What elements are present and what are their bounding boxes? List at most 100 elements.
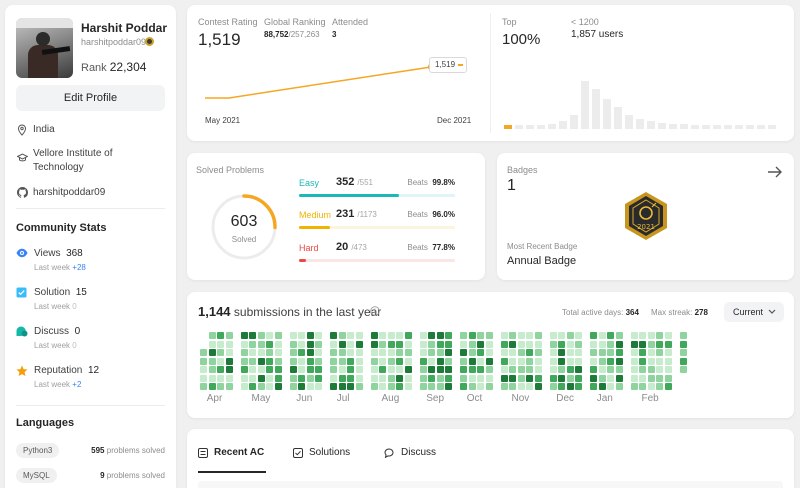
heatmap-cell[interactable]: [217, 349, 224, 356]
rating-histogram[interactable]: [504, 77, 779, 129]
heatmap-cell[interactable]: [249, 366, 256, 373]
heatmap-cell[interactable]: [558, 357, 565, 365]
heatmap-cell[interactable]: [526, 349, 533, 356]
heatmap-cell[interactable]: [468, 366, 476, 373]
heatmap-cell[interactable]: [330, 340, 337, 348]
heatmap-cell[interactable]: [315, 340, 322, 348]
heatmap-cell[interactable]: [460, 366, 467, 373]
heatmap-cell[interactable]: [485, 340, 493, 348]
avatar[interactable]: [16, 18, 73, 78]
heatmap-cell[interactable]: [355, 340, 363, 348]
heatmap-cell[interactable]: [274, 357, 282, 365]
heatmap-cell[interactable]: [647, 357, 655, 365]
heatmap-cell[interactable]: [615, 349, 623, 356]
heatmap-cell[interactable]: [639, 340, 646, 348]
heatmap-cell[interactable]: [289, 332, 297, 339]
heatmap-cell[interactable]: [664, 374, 672, 382]
heatmap-cell[interactable]: [419, 383, 427, 390]
heatmap-cell[interactable]: [289, 349, 297, 356]
period-select[interactable]: Current: [724, 302, 784, 322]
heatmap-cell[interactable]: [656, 332, 663, 339]
heatmap-cell[interactable]: [404, 366, 412, 373]
heatmap-cell[interactable]: [517, 366, 525, 373]
heatmap-cell[interactable]: [436, 340, 444, 348]
heatmap-cell[interactable]: [298, 340, 305, 348]
heatmap-cell[interactable]: [274, 383, 282, 390]
heatmap-cell[interactable]: [630, 383, 638, 390]
heatmap-cell[interactable]: [396, 349, 403, 356]
heatmap-cell[interactable]: [566, 357, 574, 365]
heatmap-cell[interactable]: [509, 366, 516, 373]
heatmap-cell[interactable]: [436, 332, 444, 339]
heatmap-cell[interactable]: [607, 366, 614, 373]
heatmap-cell[interactable]: [225, 357, 233, 365]
heatmap-cell[interactable]: [436, 357, 444, 365]
heatmap-cell[interactable]: [445, 374, 452, 382]
heatmap-cell[interactable]: [217, 357, 224, 365]
heatmap-cell[interactable]: [315, 366, 322, 373]
heatmap-cell[interactable]: [217, 374, 224, 382]
heatmap-cell[interactable]: [558, 374, 565, 382]
heatmap-cell[interactable]: [347, 349, 354, 356]
heatmap-cell[interactable]: [615, 374, 623, 382]
heatmap-cell[interactable]: [315, 357, 322, 365]
heatmap-cell[interactable]: [468, 340, 476, 348]
heatmap-cell[interactable]: [534, 383, 542, 390]
heatmap-cell[interactable]: [338, 366, 346, 373]
heatmap-cell[interactable]: [208, 366, 216, 373]
heatmap-cell[interactable]: [517, 374, 525, 382]
heatmap-cell[interactable]: [347, 357, 354, 365]
heatmap-cell[interactable]: [656, 374, 663, 382]
heatmap-cell[interactable]: [266, 340, 273, 348]
heatmap-cell[interactable]: [217, 332, 224, 339]
heatmap-cell[interactable]: [404, 349, 412, 356]
heatmap-cell[interactable]: [630, 332, 638, 339]
submission-heatmap[interactable]: [187, 292, 794, 418]
heatmap-cell[interactable]: [477, 340, 484, 348]
heatmap-cell[interactable]: [460, 374, 467, 382]
heatmap-cell[interactable]: [679, 349, 687, 356]
heatmap-cell[interactable]: [225, 332, 233, 339]
heatmap-cell[interactable]: [200, 349, 207, 356]
heatmap-cell[interactable]: [460, 340, 467, 348]
heatmap-cell[interactable]: [387, 349, 395, 356]
language-tag-python3[interactable]: Python3: [16, 443, 60, 458]
heatmap-cell[interactable]: [379, 374, 386, 382]
heatmap-cell[interactable]: [240, 366, 248, 373]
heatmap-cell[interactable]: [656, 383, 663, 390]
heatmap-cell[interactable]: [240, 357, 248, 365]
heatmap-cell[interactable]: [526, 366, 533, 373]
heatmap-cell[interactable]: [517, 332, 525, 339]
heatmap-cell[interactable]: [274, 349, 282, 356]
heatmap-cell[interactable]: [347, 366, 354, 373]
heatmap-cell[interactable]: [355, 332, 363, 339]
heatmap-cell[interactable]: [428, 349, 435, 356]
heatmap-cell[interactable]: [225, 383, 233, 390]
heatmap-cell[interactable]: [217, 366, 224, 373]
heatmap-cell[interactable]: [500, 374, 508, 382]
heatmap-cell[interactable]: [225, 340, 233, 348]
heatmap-cell[interactable]: [396, 374, 403, 382]
heatmap-cell[interactable]: [500, 349, 508, 356]
heatmap-cell[interactable]: [575, 332, 582, 339]
heatmap-cell[interactable]: [607, 340, 614, 348]
heatmap-cell[interactable]: [428, 383, 435, 390]
heatmap-cell[interactable]: [549, 383, 557, 390]
heatmap-cell[interactable]: [266, 366, 273, 373]
heatmap-cell[interactable]: [436, 349, 444, 356]
heatmap-cell[interactable]: [509, 374, 516, 382]
heatmap-cell[interactable]: [468, 374, 476, 382]
heatmap-cell[interactable]: [558, 340, 565, 348]
heatmap-cell[interactable]: [330, 383, 337, 390]
heatmap-cell[interactable]: [598, 383, 606, 390]
heatmap-cell[interactable]: [396, 366, 403, 373]
heatmap-cell[interactable]: [370, 349, 378, 356]
heatmap-cell[interactable]: [315, 374, 322, 382]
heatmap-cell[interactable]: [558, 349, 565, 356]
heatmap-cell[interactable]: [534, 357, 542, 365]
heatmap-cell[interactable]: [217, 340, 224, 348]
heatmap-cell[interactable]: [526, 374, 533, 382]
heatmap-cell[interactable]: [330, 332, 337, 339]
heatmap-cell[interactable]: [598, 340, 606, 348]
heatmap-cell[interactable]: [639, 366, 646, 373]
